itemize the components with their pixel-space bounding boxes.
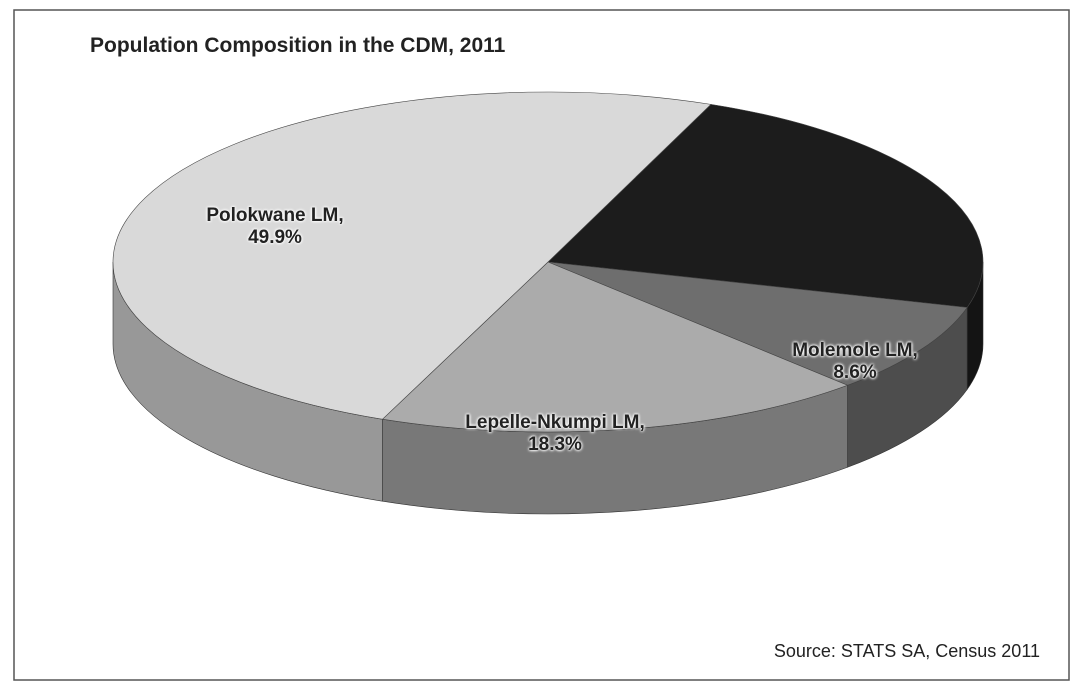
chart-title: Population Composition in the CDM, 2011 (90, 34, 506, 57)
slice (547, 104, 984, 308)
slice (381, 261, 849, 433)
slice-label: Polokwane LM, 49.9% (206, 205, 344, 248)
source-note: Source: STATS SA, Census 2011 (774, 641, 1040, 661)
slice (547, 261, 968, 386)
slice (112, 91, 712, 420)
slice-label: Lepelle-Nkumpi LM, 18.3% (465, 412, 645, 455)
slice-label: Molemole LM, 8.6% (792, 340, 918, 383)
